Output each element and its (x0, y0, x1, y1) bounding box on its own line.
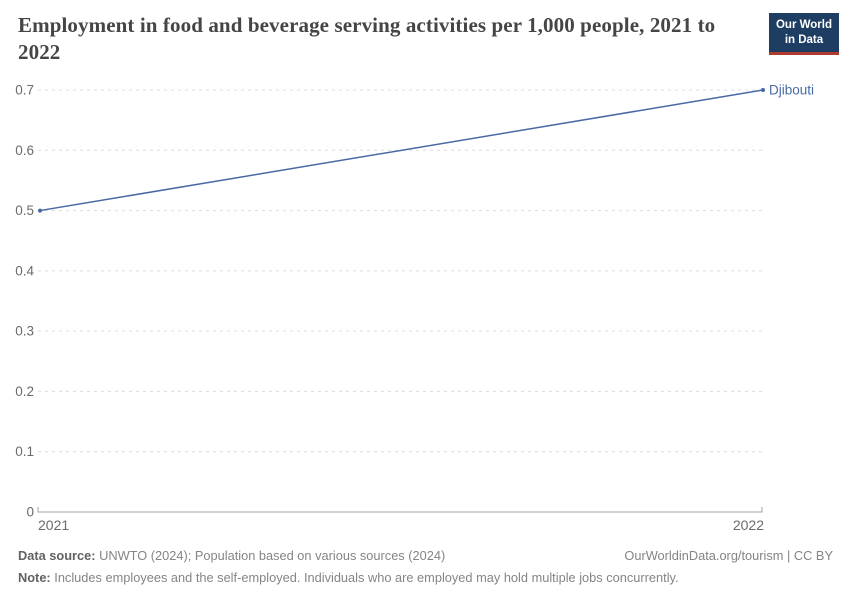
note-value: Includes employees and the self-employed… (50, 569, 679, 585)
data-line (39, 89, 764, 212)
page-title: Employment in food and beverage serving … (18, 13, 716, 65)
data-source-label: Data source: (18, 548, 96, 563)
note-label: Note: (18, 569, 51, 585)
data-source-text: Data source: UNWTO (2024); Population ba… (18, 547, 445, 566)
data-point-start (38, 208, 42, 213)
x-tick-label-start: 2021 (38, 517, 69, 533)
y-tick-label: 0 (26, 505, 34, 520)
y-tick-label: 0.5 (15, 203, 34, 218)
owid-logo-line2: in Data (784, 33, 824, 46)
data-point-end (761, 88, 765, 92)
y-tick-label: 0.3 (15, 324, 34, 339)
x-axis-line (37, 507, 763, 513)
x-tick-label-end: 2022 (733, 517, 764, 533)
y-tick-label: 0.4 (15, 263, 34, 278)
owid-logo-line1: Our World (775, 19, 832, 31)
y-tick-label: 0.7 (15, 83, 34, 98)
y-tick-label: 0.6 (15, 143, 34, 158)
attribution-link[interactable]: OurWorldinData.org/tourism | CC BY (624, 548, 833, 563)
owid-logo[interactable]: Our World in Data (768, 13, 839, 55)
y-tick-label: 0.1 (15, 444, 34, 459)
series-label: Djibouti (769, 83, 814, 98)
data-source-value: UNWTO (2024); Population based on variou… (95, 548, 446, 563)
chart-footer: Data source: UNWTO (2024); Population ba… (18, 547, 833, 587)
y-tick-label: 0.2 (15, 384, 34, 399)
note-text: Note: Includes employees and the self-em… (18, 569, 833, 588)
